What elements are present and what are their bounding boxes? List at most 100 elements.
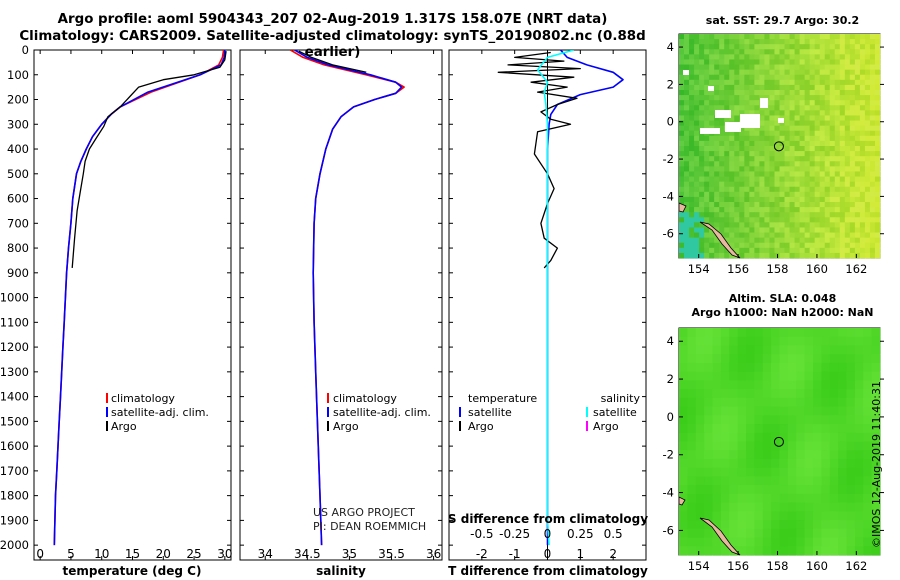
sst-cell bbox=[749, 54, 755, 60]
sla-cell bbox=[762, 441, 772, 451]
longitude-tick-label: 162 bbox=[845, 559, 867, 573]
sla-land bbox=[678, 496, 741, 556]
sst-cell bbox=[834, 252, 841, 259]
sst-cell bbox=[764, 242, 770, 249]
sla-cell bbox=[695, 397, 705, 407]
sst-cell bbox=[744, 247, 750, 254]
sst-cell bbox=[744, 130, 750, 137]
sst-cell bbox=[844, 49, 851, 55]
sla-cell bbox=[863, 406, 873, 416]
sst-cell bbox=[719, 156, 725, 162]
sst-cell bbox=[754, 90, 760, 96]
sla-cell bbox=[829, 485, 839, 495]
sst-cell bbox=[789, 44, 795, 50]
sst-cell bbox=[729, 252, 735, 259]
sla-cell bbox=[838, 406, 847, 416]
s-tick-label: 0 bbox=[544, 527, 552, 541]
sst-cell bbox=[759, 176, 765, 183]
sst-cell bbox=[854, 207, 861, 213]
cloud-gap bbox=[725, 122, 741, 132]
sst-cell bbox=[839, 34, 846, 40]
sla-cell bbox=[846, 537, 856, 547]
sst-cell bbox=[744, 110, 750, 116]
sst-cell bbox=[804, 125, 811, 132]
sst-cell bbox=[844, 196, 851, 203]
sst-cell bbox=[729, 130, 735, 137]
sst-cell bbox=[694, 186, 700, 193]
sst-cell bbox=[859, 227, 866, 233]
sst-cell bbox=[679, 166, 685, 172]
sst-cell bbox=[719, 207, 725, 213]
sst-cell bbox=[819, 100, 826, 106]
sst-cell bbox=[769, 120, 775, 127]
sst-cell bbox=[794, 227, 801, 233]
sst-cell bbox=[714, 100, 720, 106]
sst-cell bbox=[789, 34, 795, 40]
sla-cell bbox=[838, 450, 847, 460]
sst-cell bbox=[709, 110, 715, 116]
sst-cell bbox=[774, 49, 780, 55]
sla-cell bbox=[704, 493, 713, 504]
sst-cell bbox=[704, 140, 710, 147]
sst-cell bbox=[874, 207, 881, 213]
sst-cell bbox=[804, 227, 811, 233]
sst-cell bbox=[699, 54, 705, 60]
legend-label-satellite: satellite-adj. clim. bbox=[333, 406, 431, 419]
sst-cell bbox=[804, 59, 811, 65]
sla-cell bbox=[679, 432, 688, 442]
x-tick-label: 35 bbox=[342, 547, 357, 561]
sst-cell bbox=[804, 120, 811, 127]
sla-cell bbox=[779, 520, 789, 530]
sst-cell bbox=[834, 217, 841, 223]
sst-cell bbox=[829, 74, 836, 81]
sst-cell bbox=[699, 166, 705, 172]
sst-cell bbox=[809, 74, 816, 81]
sst-cell bbox=[689, 151, 695, 157]
sst-cell bbox=[764, 74, 770, 81]
sst-cell bbox=[789, 151, 795, 157]
sst-cell bbox=[679, 151, 685, 157]
sst-cell bbox=[694, 69, 700, 76]
sst-cell bbox=[814, 44, 821, 50]
sst-cell bbox=[749, 110, 755, 116]
sst-cell bbox=[704, 212, 710, 218]
sla-map-title: Altim. SLA: 0.048 bbox=[728, 292, 837, 305]
sst-cell bbox=[749, 202, 755, 208]
sst-cell bbox=[724, 217, 730, 223]
sst-cell bbox=[869, 176, 876, 183]
sst-cell bbox=[699, 135, 705, 142]
sst-cell bbox=[689, 181, 695, 188]
legend-mark-climatology bbox=[327, 393, 329, 403]
sst-cell bbox=[769, 227, 775, 233]
sst-cell bbox=[804, 176, 811, 183]
sst-cell bbox=[779, 100, 785, 106]
sla-cell bbox=[720, 432, 730, 442]
sla-cell bbox=[863, 520, 873, 530]
sst-cell bbox=[814, 135, 821, 142]
sst-cell bbox=[769, 95, 775, 101]
sst-cell bbox=[739, 135, 745, 142]
sst-cell bbox=[739, 191, 745, 198]
sst-cell bbox=[834, 222, 841, 228]
sst-cell bbox=[814, 74, 821, 81]
sla-cell bbox=[762, 520, 772, 530]
sst-cell bbox=[739, 166, 745, 172]
sst-cell bbox=[874, 146, 881, 152]
sst-cell bbox=[744, 59, 750, 65]
sla-cell bbox=[829, 336, 839, 346]
sst-latitude-ticks: 420-2-4-6 bbox=[663, 40, 884, 241]
sla-cell bbox=[746, 450, 755, 460]
sst-cell bbox=[864, 110, 871, 116]
sst-cell bbox=[839, 217, 846, 223]
sst-cell bbox=[774, 237, 780, 244]
sst-cell bbox=[744, 54, 750, 60]
sla-cell bbox=[746, 397, 755, 407]
sst-cell bbox=[789, 247, 795, 254]
sst-cell bbox=[854, 125, 861, 132]
sst-cell bbox=[694, 44, 700, 50]
sst-cell bbox=[734, 237, 740, 244]
longitude-tick-label: 160 bbox=[806, 559, 828, 573]
sla-cell bbox=[846, 432, 856, 442]
sst-cell bbox=[869, 34, 876, 40]
sst-cell bbox=[854, 151, 861, 157]
